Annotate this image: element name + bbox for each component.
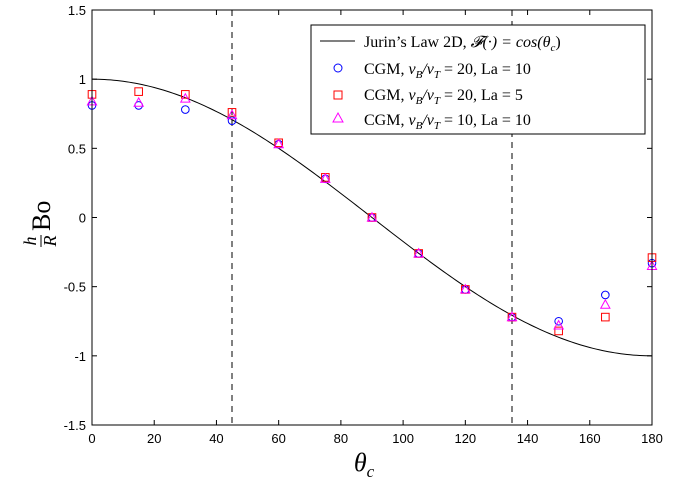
y-tick-label: 1 bbox=[79, 72, 86, 87]
data-point-triangle bbox=[506, 311, 518, 322]
axis-ticks: 0 20 40 60 80 100 120 140 160 180 1.5 1 0.5 0 -0.5 -1 -1… bbox=[64, 3, 663, 446]
data-point-circle bbox=[181, 105, 190, 114]
data-point-triangle bbox=[599, 298, 611, 309]
legend-label-cgm-20-10: CGM, νB/νT = 20, La = 10 bbox=[364, 61, 531, 81]
y-axis-title-main: Bo bbox=[27, 201, 56, 231]
data-point-triangle bbox=[319, 172, 331, 183]
legend-box bbox=[310, 24, 646, 135]
data-point-triangle bbox=[366, 211, 378, 222]
data-point-triangle bbox=[179, 92, 191, 103]
data-point-triangle bbox=[413, 247, 425, 258]
x-axis-title: θc bbox=[354, 448, 375, 481]
legend-label-cgm-20-5: CGM, νB/νT = 20, La = 5 bbox=[364, 87, 523, 107]
data-point-triangle bbox=[553, 319, 565, 330]
axes-box bbox=[91, 9, 653, 426]
x-tick-label: 80 bbox=[334, 431, 348, 446]
data-point-triangle bbox=[459, 283, 471, 294]
y-tick-label: -1.5 bbox=[64, 418, 86, 433]
y-axis-title: h R Bo bbox=[20, 201, 60, 248]
x-tick-label: 160 bbox=[579, 431, 601, 446]
x-tick-label: 140 bbox=[517, 431, 539, 446]
data-point-square bbox=[601, 312, 610, 322]
data-point-circle bbox=[554, 316, 563, 326]
x-tick-label: 180 bbox=[641, 431, 663, 446]
data-point-square bbox=[181, 90, 190, 99]
y-tick-label: 1.5 bbox=[68, 3, 86, 18]
x-axis-title-sub: c bbox=[367, 462, 375, 481]
legend: Jurin’s Law 2D, 𝓕(·) = cos(θc) CGM, νB/ν… bbox=[310, 24, 646, 135]
data-point-circle bbox=[601, 290, 610, 300]
y-axis-title-num: h bbox=[20, 237, 40, 246]
axes-frame bbox=[91, 9, 653, 426]
y-tick-label: 0.5 bbox=[68, 141, 86, 156]
y-tick-label: -1 bbox=[74, 349, 86, 364]
marker-group bbox=[86, 87, 658, 336]
legend-label-cgm-10-10: CGM, νB/νT = 10, La = 10 bbox=[364, 112, 531, 132]
data-point-square bbox=[554, 326, 563, 336]
x-tick-label: 40 bbox=[209, 431, 223, 446]
x-tick-label: 60 bbox=[271, 431, 285, 446]
y-axis-title-den: R bbox=[40, 236, 60, 248]
legend-swatch-cgm-10-10 bbox=[332, 111, 344, 123]
legend-label-jurin: Jurin’s Law 2D, 𝓕(·) = cos(θc) bbox=[364, 34, 561, 54]
x-tick-label: 20 bbox=[147, 431, 161, 446]
x-axis-title-main: θ bbox=[354, 448, 367, 477]
x-tick-label: 120 bbox=[454, 431, 476, 446]
y-tick-label: 0 bbox=[79, 211, 86, 226]
data-point-triangle bbox=[226, 109, 238, 120]
legend-swatch-cgm-20-10 bbox=[333, 63, 343, 73]
data-point-triangle bbox=[273, 138, 285, 149]
data-point-square bbox=[227, 108, 237, 117]
data-point-circle bbox=[227, 116, 237, 125]
y-tick-label: -0.5 bbox=[64, 280, 86, 295]
data-point-triangle bbox=[133, 96, 145, 107]
x-tick-label: 0 bbox=[88, 431, 95, 446]
x-tick-label: 100 bbox=[392, 431, 414, 446]
legend-swatch-cgm-20-5 bbox=[333, 90, 343, 100]
data-point-square bbox=[134, 87, 143, 96]
